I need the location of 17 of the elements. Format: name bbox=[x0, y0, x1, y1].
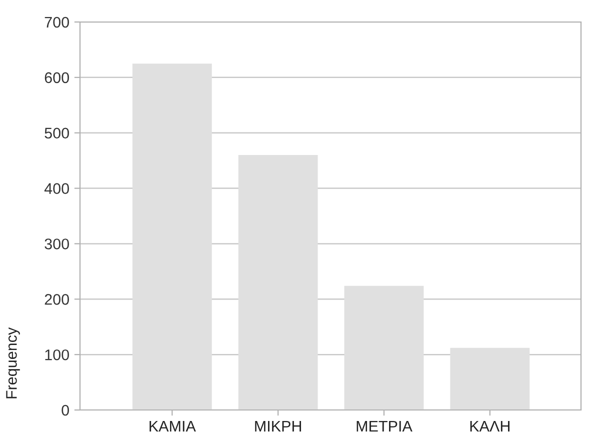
y-tick-label: 400 bbox=[44, 183, 69, 194]
y-tick-label: 700 bbox=[44, 16, 69, 28]
x-tick-label: ΜΕΤΡΙΑ bbox=[356, 420, 412, 432]
bar bbox=[450, 348, 530, 410]
y-tick-label: 0 bbox=[62, 404, 69, 416]
bar bbox=[132, 64, 212, 410]
y-tick-label: 300 bbox=[44, 238, 69, 250]
y-tick-label: 500 bbox=[44, 128, 69, 139]
x-tick-label: ΜΙΚΡΗ bbox=[255, 420, 302, 432]
y-tick-label: 200 bbox=[44, 294, 69, 305]
y-axis-title: Frequency bbox=[6, 327, 20, 398]
bar bbox=[344, 286, 424, 410]
x-tick-label: ΚΑΛΗ bbox=[470, 420, 510, 432]
x-tick-label: ΚΑΜΙΑ bbox=[150, 420, 196, 432]
bar bbox=[238, 155, 318, 410]
y-tick-label: 100 bbox=[45, 349, 69, 360]
y-tick-label: 600 bbox=[44, 72, 69, 84]
